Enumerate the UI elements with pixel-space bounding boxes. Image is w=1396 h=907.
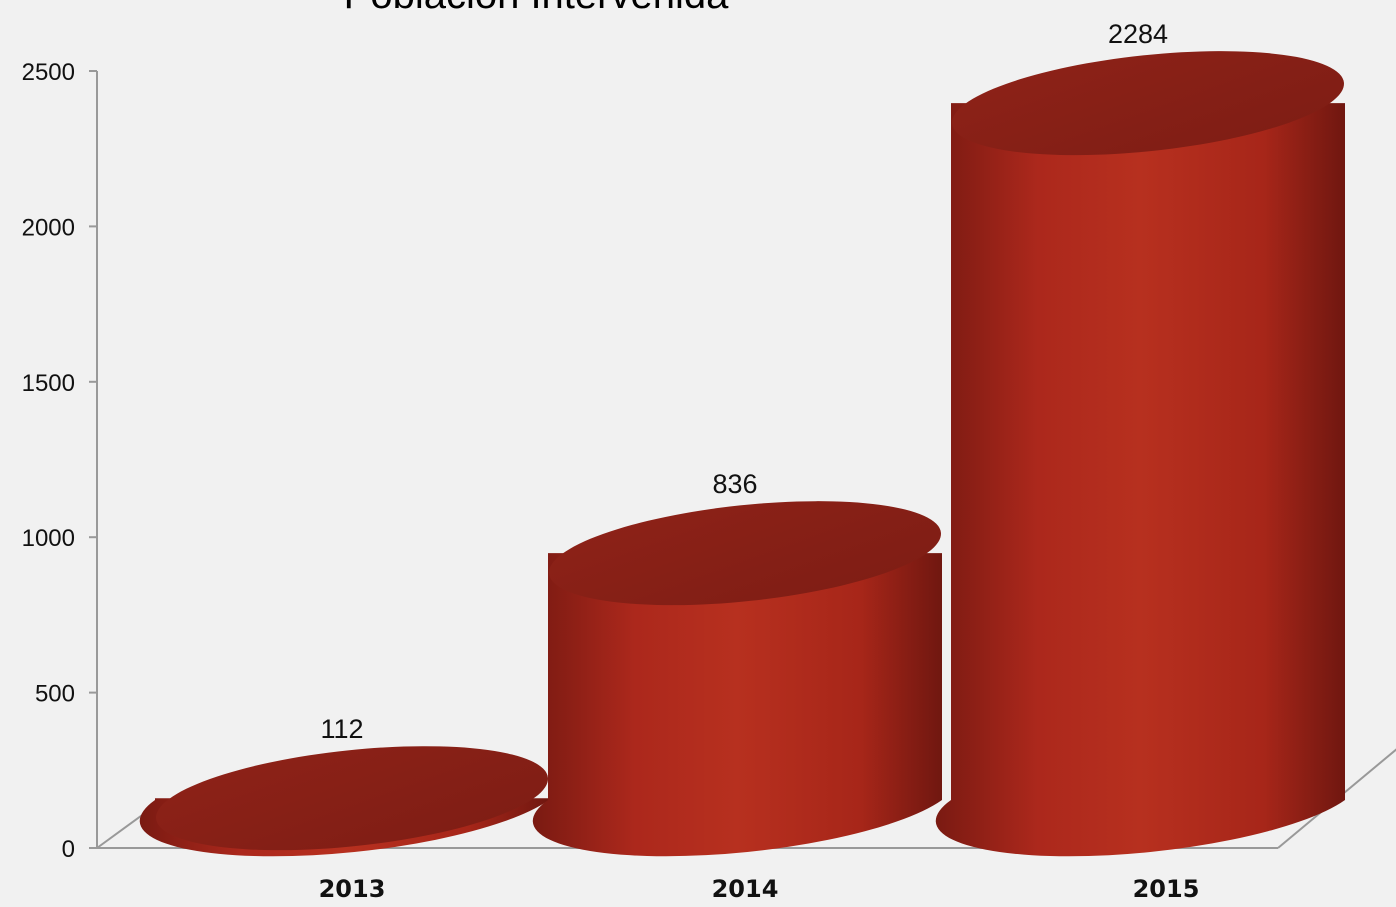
bar-2015 [935,51,1345,857]
x-tick-label: 2014 [712,875,779,903]
bar-top [156,746,548,851]
bar-top [549,501,941,606]
x-tick-label: 2015 [1133,875,1200,903]
data-label: 836 [712,469,757,499]
bar-body [935,103,1345,857]
y-tick-label: 500 [35,681,75,708]
bar-body [532,553,942,857]
bar-2014 [532,501,942,857]
y-tick-label: 1000 [22,525,75,552]
y-axis-ticks: 0 500 1000 1500 2000 2500 [22,59,97,863]
chart-title: Población Intervenida [344,0,729,17]
bars [139,51,1345,857]
y-tick-label: 2500 [22,59,75,86]
data-label: 112 [320,714,363,744]
y-tick-label: 0 [62,836,75,863]
data-label: 2284 [1108,19,1168,49]
bar-top [952,51,1344,156]
x-tick-label: 2013 [319,875,386,903]
x-axis-ticks: 2013 2014 2015 [319,875,1200,903]
y-tick-label: 2000 [22,214,75,241]
data-labels: 112 836 2284 [320,19,1168,744]
y-tick-label: 1500 [22,370,75,397]
bar-2013 [139,746,549,857]
